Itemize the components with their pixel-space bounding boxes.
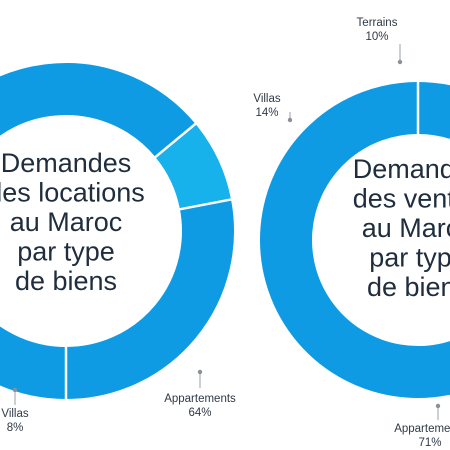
callout-dot bbox=[197, 369, 203, 375]
slice-separator bbox=[153, 122, 198, 159]
slice-name-label: Villas bbox=[253, 93, 281, 105]
slice-name-label: Appartements bbox=[164, 393, 236, 405]
other-slice bbox=[65, 199, 234, 399]
slice-separator bbox=[178, 198, 233, 211]
chart-title-line: de biens bbox=[367, 272, 450, 302]
chart-title-line: par type bbox=[17, 237, 115, 267]
callout-dot bbox=[435, 403, 441, 409]
chart-title-line: au Maroc bbox=[10, 207, 123, 237]
chart-title-line: par type bbox=[369, 243, 450, 273]
other-slice bbox=[417, 82, 450, 139]
appartements-slice bbox=[260, 82, 450, 398]
slice-percent-label: 71% bbox=[418, 437, 441, 449]
slice-percent-label: 10% bbox=[365, 31, 388, 43]
chart-title-line: au Maroc bbox=[362, 213, 450, 243]
callout-dot bbox=[12, 387, 18, 393]
slice-name-label: Terrains bbox=[357, 17, 398, 29]
appartements-slice bbox=[0, 63, 196, 399]
chart-title-line: des ventes bbox=[353, 184, 450, 214]
chart-title-line: des locations bbox=[0, 178, 145, 208]
callout-dot bbox=[287, 117, 293, 123]
slice-name-label: Appartements bbox=[394, 423, 450, 435]
slice-percent-label: 64% bbox=[188, 407, 211, 419]
chart-title-line: Demandes bbox=[353, 154, 450, 184]
callout-dot bbox=[397, 59, 403, 65]
chart-title-line: de biens bbox=[15, 266, 117, 296]
slice-percent-label: 8% bbox=[7, 422, 24, 434]
slice-name-label: Villas bbox=[1, 408, 29, 420]
slice-percent-label: 14% bbox=[255, 107, 278, 119]
villas-slice bbox=[154, 123, 232, 210]
chart-title-line: Demandes bbox=[1, 148, 132, 178]
